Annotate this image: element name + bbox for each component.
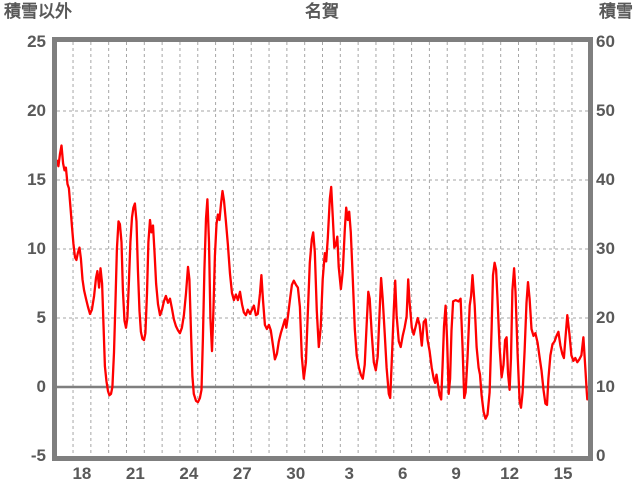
right-axis-tick-label: 40 bbox=[596, 170, 615, 189]
x-axis-tick-label: 27 bbox=[232, 464, 252, 483]
left-axis-tick-label: 10 bbox=[27, 239, 46, 258]
x-axis-tick-label: 6 bbox=[397, 464, 408, 483]
horizontal-gridlines bbox=[57, 110, 588, 319]
right-axis-tick-label: 20 bbox=[596, 308, 615, 327]
left-axis-title: 積雪以外 bbox=[4, 2, 72, 21]
plot-border bbox=[52, 37, 593, 461]
left-axis-tick-label: 5 bbox=[36, 308, 46, 327]
right-axis-title: 積雪 bbox=[599, 2, 633, 21]
right-axis-tick-label: 0 bbox=[596, 446, 606, 465]
right-axis-tick-label: 10 bbox=[596, 377, 615, 396]
x-axis-tick-label: 9 bbox=[451, 464, 461, 483]
left-axis-tick-label: 25 bbox=[27, 32, 46, 51]
x-axis-tick-label: 24 bbox=[179, 464, 199, 483]
chart-title: 名賀 bbox=[305, 2, 339, 21]
right-axis-tick-label: 60 bbox=[596, 32, 615, 51]
left-axis-tick-label: 15 bbox=[27, 170, 46, 189]
data-line-red-line bbox=[55, 144, 589, 420]
x-axis-tick-label: 15 bbox=[553, 464, 573, 483]
x-axis-tick-label: 3 bbox=[344, 464, 354, 483]
right-axis-tick-label: 50 bbox=[596, 101, 615, 120]
x-axis-tick-label: 12 bbox=[500, 464, 520, 483]
left-axis-tick-label: 0 bbox=[36, 377, 46, 396]
x-axis-tick-label: 30 bbox=[286, 464, 306, 483]
left-axis-tick-label: -5 bbox=[30, 446, 46, 465]
x-axis-tick-label: 18 bbox=[72, 464, 92, 483]
right-axis-tick-label: 30 bbox=[596, 239, 615, 258]
left-axis-tick-label: 20 bbox=[27, 101, 46, 120]
x-axis-tick-label: 21 bbox=[125, 464, 145, 483]
